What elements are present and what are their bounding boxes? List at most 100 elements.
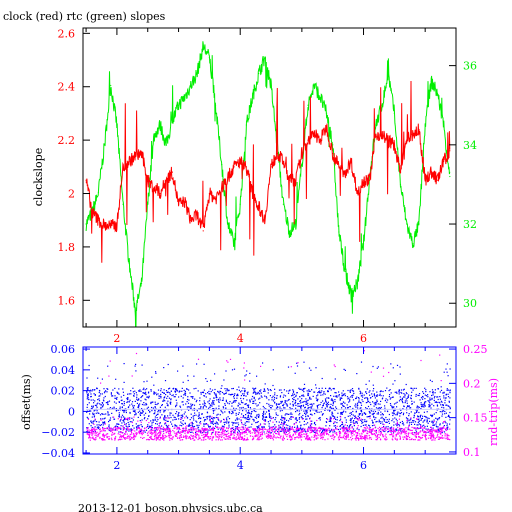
offset-dot bbox=[425, 389, 427, 391]
roundtrip-dot bbox=[122, 427, 124, 429]
offset-dot bbox=[325, 399, 327, 401]
offset-dot bbox=[105, 402, 107, 404]
roundtrip-dot bbox=[185, 426, 187, 428]
offset-dot bbox=[365, 383, 367, 385]
offset-dot bbox=[268, 425, 270, 427]
offset-dot bbox=[139, 414, 142, 416]
offset-dot bbox=[174, 396, 176, 398]
roundtrip-dot bbox=[431, 432, 433, 434]
roundtrip-dot bbox=[333, 428, 335, 431]
offset-dot bbox=[244, 422, 246, 424]
offset-dot bbox=[239, 432, 241, 434]
offset-dot bbox=[217, 398, 220, 400]
offset-dot bbox=[371, 419, 373, 421]
offset-dot bbox=[267, 421, 269, 423]
offset-dot bbox=[254, 399, 256, 401]
offset-dot bbox=[256, 421, 258, 423]
offset-dot bbox=[237, 431, 239, 433]
offset-dot bbox=[332, 400, 334, 402]
roundtrip-dot bbox=[237, 427, 239, 429]
roundtrip-dot bbox=[303, 436, 305, 438]
offset-dot bbox=[208, 393, 210, 395]
offset-dot bbox=[416, 406, 418, 408]
offset-dot bbox=[404, 400, 406, 402]
roundtrip-dot bbox=[343, 429, 345, 431]
offset-dot bbox=[166, 426, 168, 428]
offset-dot bbox=[398, 412, 400, 414]
offset-dot bbox=[367, 405, 370, 408]
roundtrip-dot bbox=[153, 428, 155, 430]
offset-dot bbox=[118, 412, 120, 414]
offset-dot bbox=[90, 399, 92, 401]
roundtrip-dot bbox=[90, 429, 92, 431]
offset-dot bbox=[169, 392, 171, 394]
roundtrip-dot bbox=[133, 435, 136, 437]
roundtrip-dot bbox=[368, 434, 370, 437]
offset-dot bbox=[120, 428, 122, 430]
roundtrip-dot bbox=[358, 417, 360, 420]
offset-dot bbox=[136, 398, 138, 400]
offset-dot bbox=[352, 421, 354, 423]
roundtrip-dot bbox=[179, 437, 181, 439]
roundtrip-dot bbox=[196, 430, 198, 432]
offset-dot bbox=[403, 393, 405, 395]
roundtrip-dot bbox=[340, 416, 342, 418]
offset-dot bbox=[176, 411, 178, 413]
offset-dot bbox=[215, 394, 217, 397]
offset-dot bbox=[126, 397, 128, 400]
offset-dot bbox=[86, 396, 88, 398]
offset-dot bbox=[240, 419, 242, 421]
offset-dot bbox=[421, 425, 424, 427]
offset-dot bbox=[421, 395, 424, 398]
offset-dot bbox=[361, 392, 363, 394]
roundtrip-dot bbox=[355, 439, 357, 441]
roundtrip-dot bbox=[103, 436, 105, 438]
offset-dot bbox=[399, 415, 401, 417]
roundtrip-axis-label: rnd-trip(ms) bbox=[487, 378, 500, 446]
roundtrip-dot bbox=[269, 434, 271, 436]
offset-dot bbox=[342, 405, 344, 407]
offset-dot bbox=[160, 393, 162, 395]
offset-dot bbox=[218, 392, 220, 394]
roundtrip-dot bbox=[385, 436, 387, 438]
offset-dot bbox=[213, 402, 215, 404]
clock-point bbox=[276, 152, 278, 155]
roundtrip-dot bbox=[342, 427, 345, 429]
offset-dot bbox=[238, 418, 240, 420]
roundtrip-dot bbox=[198, 438, 200, 440]
offset-dot bbox=[111, 407, 113, 409]
offset-dot bbox=[102, 424, 104, 426]
offset-dot bbox=[376, 391, 378, 393]
offset-dot bbox=[102, 404, 104, 406]
offset-dot bbox=[346, 404, 348, 406]
offset-dot bbox=[287, 413, 289, 415]
offset-dot bbox=[392, 367, 394, 369]
roundtrip-dot bbox=[190, 422, 192, 424]
roundtrip-dot bbox=[258, 431, 260, 433]
offset-dot bbox=[137, 416, 139, 418]
roundtrip-dot bbox=[131, 437, 133, 439]
roundtrip-dot bbox=[97, 433, 99, 436]
roundtrip-dot bbox=[123, 434, 125, 436]
offset-dot bbox=[200, 407, 202, 409]
offset-dot bbox=[91, 390, 93, 392]
offset-dot bbox=[240, 400, 242, 402]
roundtrip-dot bbox=[106, 436, 108, 438]
offset-dot bbox=[224, 404, 226, 406]
offset-dot bbox=[185, 415, 187, 417]
roundtrip-dot bbox=[399, 436, 401, 438]
roundtrip-dot bbox=[207, 429, 209, 431]
offset-dot bbox=[205, 396, 207, 398]
roundtrip-dot bbox=[221, 428, 223, 430]
offset-dot bbox=[219, 414, 221, 416]
roundtrip-dot bbox=[152, 438, 154, 441]
roundtrip-dot bbox=[102, 433, 104, 435]
roundtrip-dot bbox=[180, 435, 182, 437]
roundtrip-dot bbox=[375, 431, 377, 433]
offset-dot bbox=[295, 395, 297, 398]
offset-dot bbox=[188, 399, 190, 401]
offset-dot bbox=[154, 419, 156, 421]
offset-dot bbox=[298, 428, 300, 431]
offset-dot bbox=[295, 401, 297, 403]
roundtrip-dot bbox=[175, 435, 177, 437]
